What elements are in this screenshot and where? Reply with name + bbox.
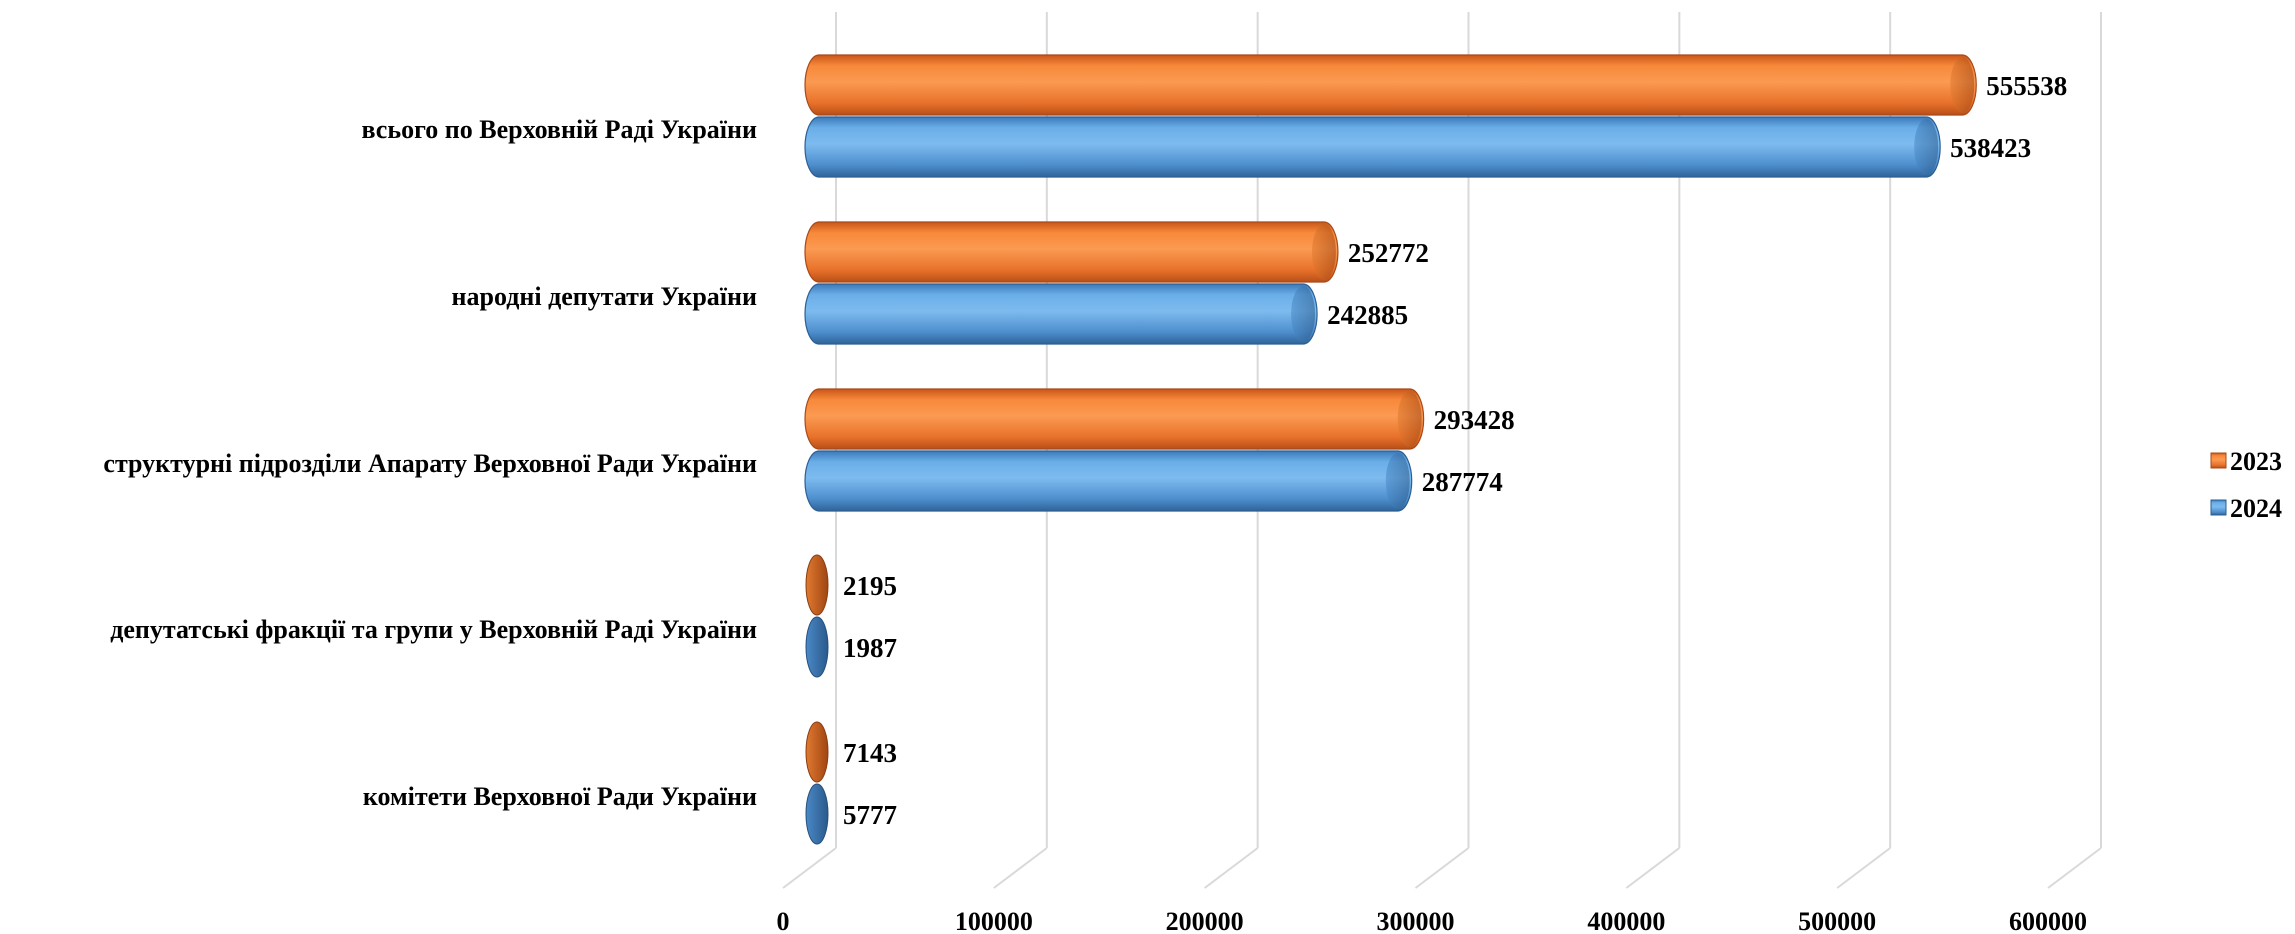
x-axis-ticks: 0 100000 200000 300000 400000 500000 600000 [777, 907, 2088, 934]
bar-2023 [805, 721, 829, 783]
x-tick-label: 400000 [1587, 907, 1665, 934]
category-label: депутатські фракції та групи у Верховній… [110, 615, 757, 644]
data-label: 293428 [1434, 405, 1515, 435]
legend-swatch [2210, 499, 2227, 516]
legend: 2023 2024 [2210, 447, 2282, 523]
data-labels: 555538 538423 252772 242885 293428 287774 2195… [843, 71, 2067, 830]
x-tick-label: 100000 [955, 907, 1033, 934]
floor-line [1414, 847, 1470, 889]
bar-2024 [804, 116, 1941, 178]
category-label: структурні підрозділи Апарату Верховної … [103, 449, 757, 478]
x-tick-label: 300000 [1377, 907, 1455, 934]
data-label: 7143 [843, 738, 897, 768]
bar-2023 [804, 221, 1339, 283]
floor-line [2047, 847, 2102, 889]
floor-line [782, 847, 837, 889]
category-label: всього по Верховній Раді України [361, 115, 757, 144]
data-label: 1987 [843, 633, 897, 663]
legend-label: 2023 [2230, 447, 2282, 476]
data-label: 538423 [1950, 133, 2031, 163]
data-label: 252772 [1348, 238, 1429, 268]
legend-label: 2024 [2230, 494, 2282, 523]
data-label: 555538 [1986, 71, 2067, 101]
bar-2024 [805, 783, 829, 845]
data-label: 5777 [843, 800, 897, 830]
bar-2023 [805, 554, 829, 616]
floor-line [1625, 847, 1680, 889]
bar-2023 [804, 54, 1977, 116]
floor-line [1836, 847, 1891, 889]
floor-line [993, 847, 1048, 889]
legend-swatch [2210, 452, 2227, 469]
data-label: 287774 [1422, 467, 1503, 497]
x-tick-label: 200000 [1166, 907, 1244, 934]
legend-item-2024: 2024 [2210, 494, 2282, 523]
x-tick-label: 0 [777, 907, 790, 934]
category-label: комітети Верховної Ради України [363, 782, 757, 811]
floor-line [1204, 847, 1259, 889]
bar-2024 [804, 450, 1413, 512]
legend-item-2023: 2023 [2210, 447, 2282, 476]
category-label: народні депутати України [452, 282, 757, 311]
data-label: 242885 [1327, 300, 1408, 330]
x-tick-label: 500000 [1798, 907, 1876, 934]
x-tick-label: 600000 [2009, 907, 2087, 934]
category-labels: всього по Верховній Раді України народні … [103, 115, 757, 811]
bars [804, 54, 1977, 845]
bar-2023 [804, 388, 1425, 450]
bar-2024 [805, 616, 829, 678]
bar-2024 [804, 283, 1318, 345]
x-axis-floor [782, 847, 2102, 889]
data-label: 2195 [843, 571, 897, 601]
